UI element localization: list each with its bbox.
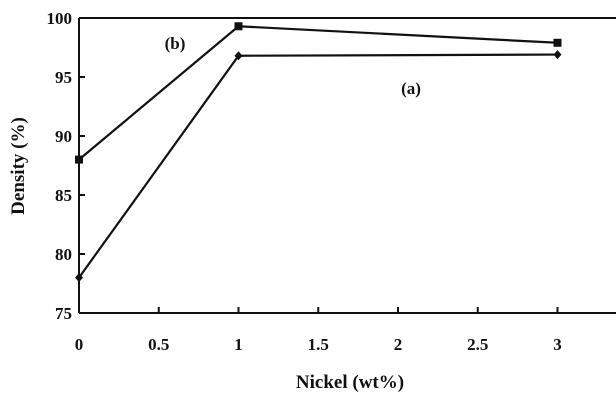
y-tick-label: 75 <box>55 304 72 323</box>
x-axis-title: Nickel (wt%) <box>296 372 404 393</box>
series-group <box>75 22 562 283</box>
data-point-diamond <box>553 50 562 60</box>
x-tick-label: 2 <box>394 335 403 354</box>
series-labels: (a) (b) <box>165 34 421 98</box>
y-axis-title: Density (%) <box>8 117 29 215</box>
y-tick-label: 85 <box>55 186 72 205</box>
series-label-b: (b) <box>165 34 186 53</box>
x-tick-label: 0.5 <box>148 335 169 354</box>
series-line-a <box>78 53 558 279</box>
y-tick-label: 100 <box>47 9 73 28</box>
y-tick-labels: 75 80 85 90 95 100 <box>47 9 85 323</box>
data-point-diamond <box>75 273 83 283</box>
x-tick-label: 1.5 <box>308 335 329 354</box>
data-point-square <box>234 22 243 31</box>
x-tick-label: 3 <box>553 335 562 354</box>
x-tick-label: 2.5 <box>467 335 488 354</box>
series-line-b <box>78 25 558 161</box>
y-tick-label: 80 <box>55 245 72 264</box>
data-point-square <box>75 155 83 164</box>
x-tick-label: 0 <box>75 335 84 354</box>
y-tick-label: 95 <box>55 68 72 87</box>
plot-frame <box>78 17 616 314</box>
data-point-square <box>553 38 562 47</box>
series-label-a: (a) <box>401 79 421 98</box>
x-tick-labels: 0 0.5 1 1.5 2 2.5 3 <box>75 307 562 354</box>
x-tick-label: 1 <box>234 335 243 354</box>
data-point-diamond <box>234 51 243 61</box>
y-tick-label: 90 <box>55 127 72 146</box>
